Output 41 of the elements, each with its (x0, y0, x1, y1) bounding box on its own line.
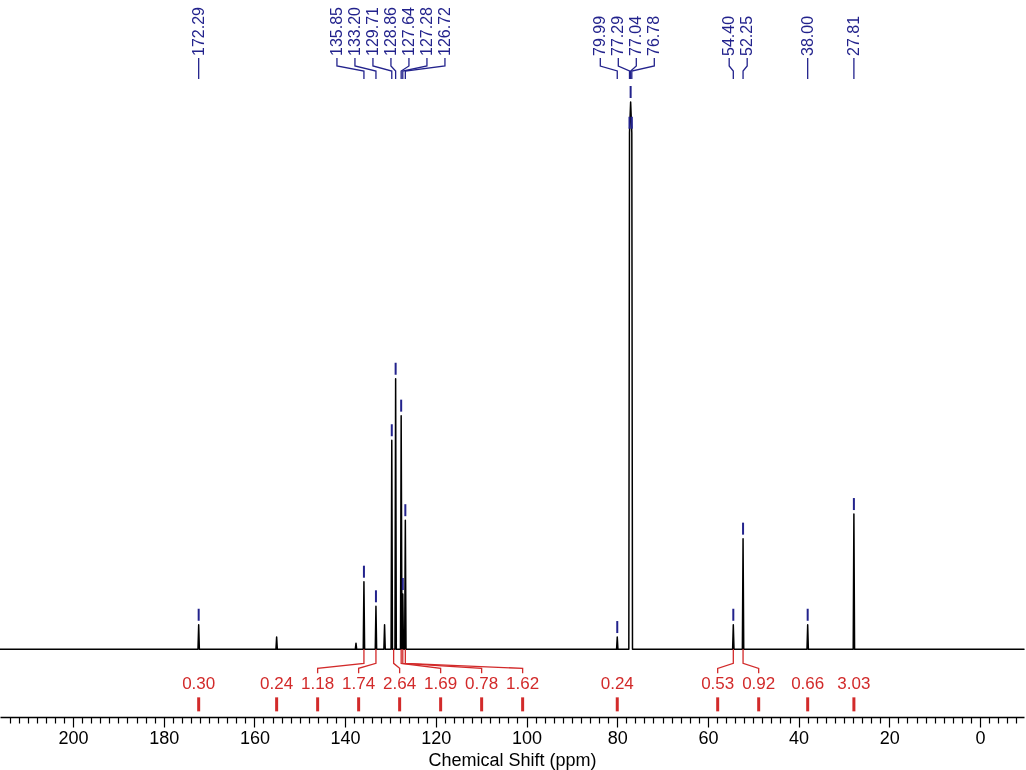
annotation: 1.18 (301, 674, 335, 694)
x-tick-label: 20 (879, 727, 900, 748)
annotation: 0.30 (182, 674, 216, 694)
annotation: 0.92 (742, 674, 776, 694)
x-tick-label: 160 (239, 727, 270, 748)
x-tick-label: 120 (421, 727, 452, 748)
x-tick-label: 100 (511, 727, 543, 748)
annotation: 27.81 (844, 15, 862, 56)
annotation: 0.24 (260, 674, 294, 694)
annotation: 126.72 (435, 6, 453, 56)
annotation: 2.64 (383, 674, 417, 694)
annotation: 1.74 (342, 674, 376, 694)
annotation: 0.78 (465, 674, 499, 694)
annotation: 1.69 (424, 674, 458, 694)
annotation: 127.28 (417, 6, 435, 56)
annotation: 3.03 (837, 674, 871, 694)
x-tick-label: 0 (975, 727, 986, 748)
annotation: 52.25 (738, 15, 756, 56)
annotation: 77.04 (627, 15, 645, 56)
annotation: 172.29 (189, 6, 207, 56)
annotation: 77.29 (609, 15, 627, 56)
annotation: 54.40 (720, 15, 738, 56)
annotation: 127.64 (399, 6, 417, 56)
annotation: 135.85 (327, 6, 345, 56)
annotation: 133.20 (345, 6, 363, 56)
annotation: 128.86 (381, 6, 399, 56)
x-tick-label: 80 (607, 727, 628, 748)
annotation: 0.66 (791, 674, 825, 694)
annotation: 0.53 (701, 674, 735, 694)
annotation: 129.71 (363, 6, 381, 56)
x-tick-label: 180 (149, 727, 180, 748)
annotation: 79.99 (591, 15, 609, 56)
x-axis-title: Chemical Shift (ppm) (428, 749, 597, 770)
annotation: 38.00 (798, 15, 816, 56)
x-tick-label: 40 (789, 727, 810, 748)
x-tick-label: 140 (330, 727, 361, 748)
annotation: 0.24 (600, 674, 634, 694)
annotation: 1.62 (506, 674, 540, 694)
annotation: 76.78 (645, 15, 663, 56)
x-tick-label: 60 (698, 727, 719, 748)
x-tick-label: 200 (58, 727, 89, 748)
